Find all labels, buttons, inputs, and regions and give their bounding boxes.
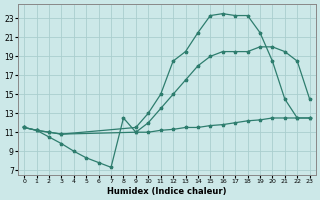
X-axis label: Humidex (Indice chaleur): Humidex (Indice chaleur) — [107, 187, 227, 196]
